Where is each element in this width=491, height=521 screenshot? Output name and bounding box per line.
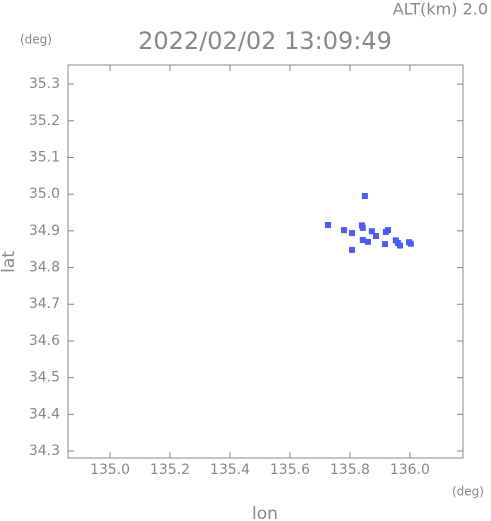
y-unit: (deg) — [20, 33, 52, 47]
x-unit: (deg) — [452, 485, 484, 499]
y-tick-label: 35.1 — [29, 149, 60, 165]
echo-point — [358, 222, 365, 229]
echo-point — [340, 227, 347, 234]
x-axis-title: lon — [252, 504, 278, 521]
echo-point — [373, 232, 380, 239]
echo-point — [392, 237, 399, 244]
echo-point — [349, 246, 356, 253]
echo-point — [382, 228, 389, 235]
y-tick-label: 34.3 — [29, 443, 60, 459]
y-tick-label: 34.4 — [29, 406, 60, 422]
y-tick-label: 35.2 — [29, 113, 60, 129]
altitude-label: ALT(km) 2.0 — [393, 0, 488, 19]
y-tick-label: 34.5 — [29, 370, 60, 386]
y-tick-label: 34.6 — [29, 333, 60, 349]
echo-point — [368, 228, 375, 235]
y-tick-label: 34.9 — [29, 223, 60, 239]
x-tick-label: 136.0 — [390, 462, 430, 478]
y-tick-label: 35.3 — [29, 76, 60, 92]
x-tick-label: 135.4 — [210, 462, 250, 478]
echo-point — [325, 221, 332, 228]
y-tick-label: 35.0 — [29, 186, 60, 202]
x-tick-label: 135.0 — [90, 462, 130, 478]
x-tick-label: 135.2 — [150, 462, 190, 478]
echo-point — [382, 241, 389, 248]
echo-point — [359, 237, 366, 244]
echo-point — [349, 230, 356, 237]
echo-point — [407, 240, 414, 247]
y-axis-title: lat — [0, 251, 19, 273]
x-tick-label: 135.8 — [330, 462, 370, 478]
echo-point — [361, 193, 368, 199]
y-tick-label: 34.7 — [29, 296, 60, 312]
echo-point — [397, 242, 404, 249]
y-tick-label: 34.8 — [29, 260, 60, 276]
x-tick-label: 135.6 — [270, 462, 310, 478]
plot-frame — [67, 64, 464, 459]
echo-point — [364, 238, 371, 245]
chart-title: 2022/02/02 13:09:49 — [138, 27, 392, 55]
